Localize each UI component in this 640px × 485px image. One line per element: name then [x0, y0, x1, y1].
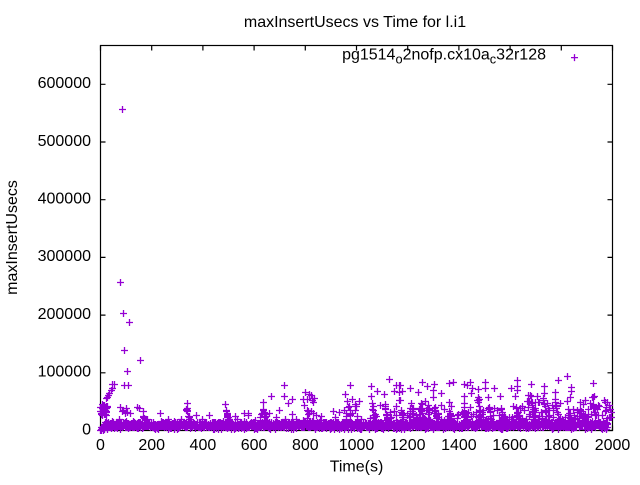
svg-text:1800: 1800: [544, 437, 580, 454]
svg-text:600: 600: [241, 437, 268, 454]
svg-text:400000: 400000: [38, 191, 91, 208]
svg-text:maxInsertUsecs vs Time for l.i: maxInsertUsecs vs Time for l.i1: [244, 14, 466, 31]
svg-text:500000: 500000: [38, 133, 91, 150]
svg-text:2000: 2000: [595, 437, 631, 454]
svg-text:Time(s): Time(s): [330, 459, 384, 476]
svg-text:0: 0: [82, 421, 91, 438]
svg-text:200000: 200000: [38, 306, 91, 323]
svg-text:1000: 1000: [339, 437, 375, 454]
svg-text:maxInsertUsecs: maxInsertUsecs: [4, 180, 21, 295]
svg-text:100000: 100000: [38, 364, 91, 381]
svg-text:400: 400: [190, 437, 217, 454]
svg-text:1400: 1400: [441, 437, 477, 454]
svg-text:1600: 1600: [492, 437, 528, 454]
svg-text:600000: 600000: [38, 75, 91, 92]
svg-text:pg1514o2nofp.cx10ac32r128: pg1514o2nofp.cx10ac32r128: [342, 47, 546, 67]
svg-text:1200: 1200: [390, 437, 426, 454]
svg-text:0: 0: [96, 437, 105, 454]
svg-text:200: 200: [138, 437, 165, 454]
svg-text:300000: 300000: [38, 248, 91, 265]
svg-text:800: 800: [292, 437, 319, 454]
